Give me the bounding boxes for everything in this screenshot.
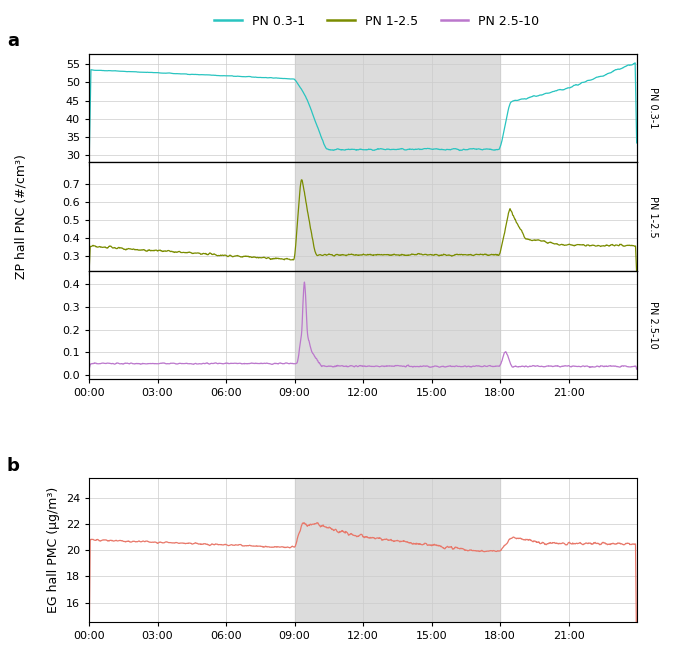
Bar <box>295 54 500 162</box>
Bar <box>295 478 500 622</box>
Y-axis label: PN 0.3-1: PN 0.3-1 <box>648 87 658 128</box>
Bar <box>295 162 500 271</box>
Y-axis label: PN 1-2.5: PN 1-2.5 <box>648 195 658 237</box>
Y-axis label: EG hall PMC (µg/m³): EG hall PMC (µg/m³) <box>47 487 60 613</box>
Text: a: a <box>7 32 19 50</box>
Bar <box>295 271 500 379</box>
Text: ZP hall PNC (#/cm³): ZP hall PNC (#/cm³) <box>14 154 27 279</box>
Text: b: b <box>7 457 20 475</box>
Legend: PN 0.3-1, PN 1-2.5, PN 2.5-10: PN 0.3-1, PN 1-2.5, PN 2.5-10 <box>210 9 544 33</box>
Y-axis label: PN 2.5-10: PN 2.5-10 <box>648 301 658 349</box>
